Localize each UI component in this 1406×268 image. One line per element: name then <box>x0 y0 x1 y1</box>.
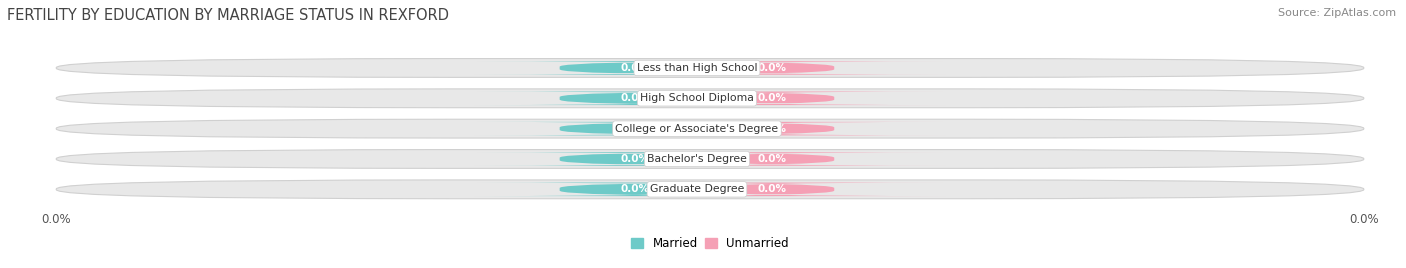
FancyBboxPatch shape <box>599 183 945 196</box>
FancyBboxPatch shape <box>56 150 1364 168</box>
Text: 0.0%: 0.0% <box>620 154 650 164</box>
Text: 0.0%: 0.0% <box>620 184 650 194</box>
Text: FERTILITY BY EDUCATION BY MARRIAGE STATUS IN REXFORD: FERTILITY BY EDUCATION BY MARRIAGE STATU… <box>7 8 449 23</box>
FancyBboxPatch shape <box>599 61 945 75</box>
Text: Source: ZipAtlas.com: Source: ZipAtlas.com <box>1278 8 1396 18</box>
Text: Graduate Degree: Graduate Degree <box>650 184 744 194</box>
Text: 0.0%: 0.0% <box>758 63 786 73</box>
Text: 0.0%: 0.0% <box>620 124 650 134</box>
FancyBboxPatch shape <box>475 122 794 135</box>
Text: Less than High School: Less than High School <box>637 63 758 73</box>
FancyBboxPatch shape <box>475 61 794 75</box>
FancyBboxPatch shape <box>56 119 1364 138</box>
Text: 0.0%: 0.0% <box>758 93 786 103</box>
FancyBboxPatch shape <box>599 152 945 166</box>
FancyBboxPatch shape <box>56 89 1364 108</box>
Text: High School Diploma: High School Diploma <box>640 93 754 103</box>
Text: 0.0%: 0.0% <box>620 63 650 73</box>
FancyBboxPatch shape <box>475 92 794 105</box>
Text: College or Associate's Degree: College or Associate's Degree <box>616 124 779 134</box>
Text: 0.0%: 0.0% <box>758 154 786 164</box>
Text: 0.0%: 0.0% <box>620 93 650 103</box>
Text: 0.0%: 0.0% <box>758 124 786 134</box>
FancyBboxPatch shape <box>475 183 794 196</box>
Legend: Married, Unmarried: Married, Unmarried <box>627 232 793 255</box>
FancyBboxPatch shape <box>599 92 945 105</box>
FancyBboxPatch shape <box>475 152 794 166</box>
FancyBboxPatch shape <box>56 58 1364 77</box>
Text: 0.0%: 0.0% <box>758 184 786 194</box>
FancyBboxPatch shape <box>599 122 945 135</box>
Text: Bachelor's Degree: Bachelor's Degree <box>647 154 747 164</box>
FancyBboxPatch shape <box>56 180 1364 199</box>
